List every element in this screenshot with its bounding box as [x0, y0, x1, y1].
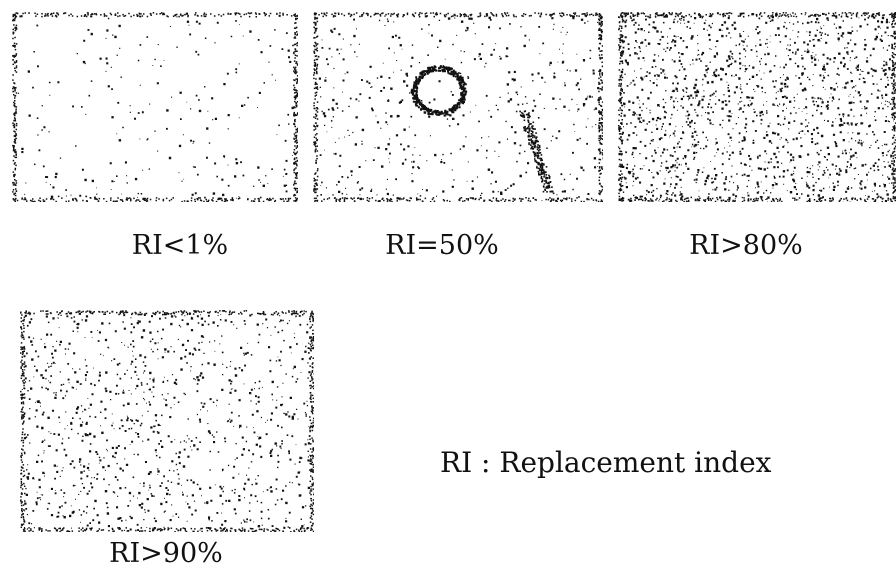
caption: RI<1% [131, 230, 229, 261]
caption: RI>80% [689, 230, 803, 261]
noise [313, 12, 603, 202]
image-panel [618, 12, 896, 202]
noise [20, 310, 314, 532]
caption: RI=50% [385, 230, 499, 261]
image-panel [313, 12, 603, 202]
caption: RI>90% [109, 538, 223, 569]
image-panel [20, 310, 314, 532]
noise [618, 12, 896, 202]
image-panel [12, 12, 298, 202]
legend-text: RI : Replacement index [440, 446, 772, 479]
noise [12, 12, 298, 202]
